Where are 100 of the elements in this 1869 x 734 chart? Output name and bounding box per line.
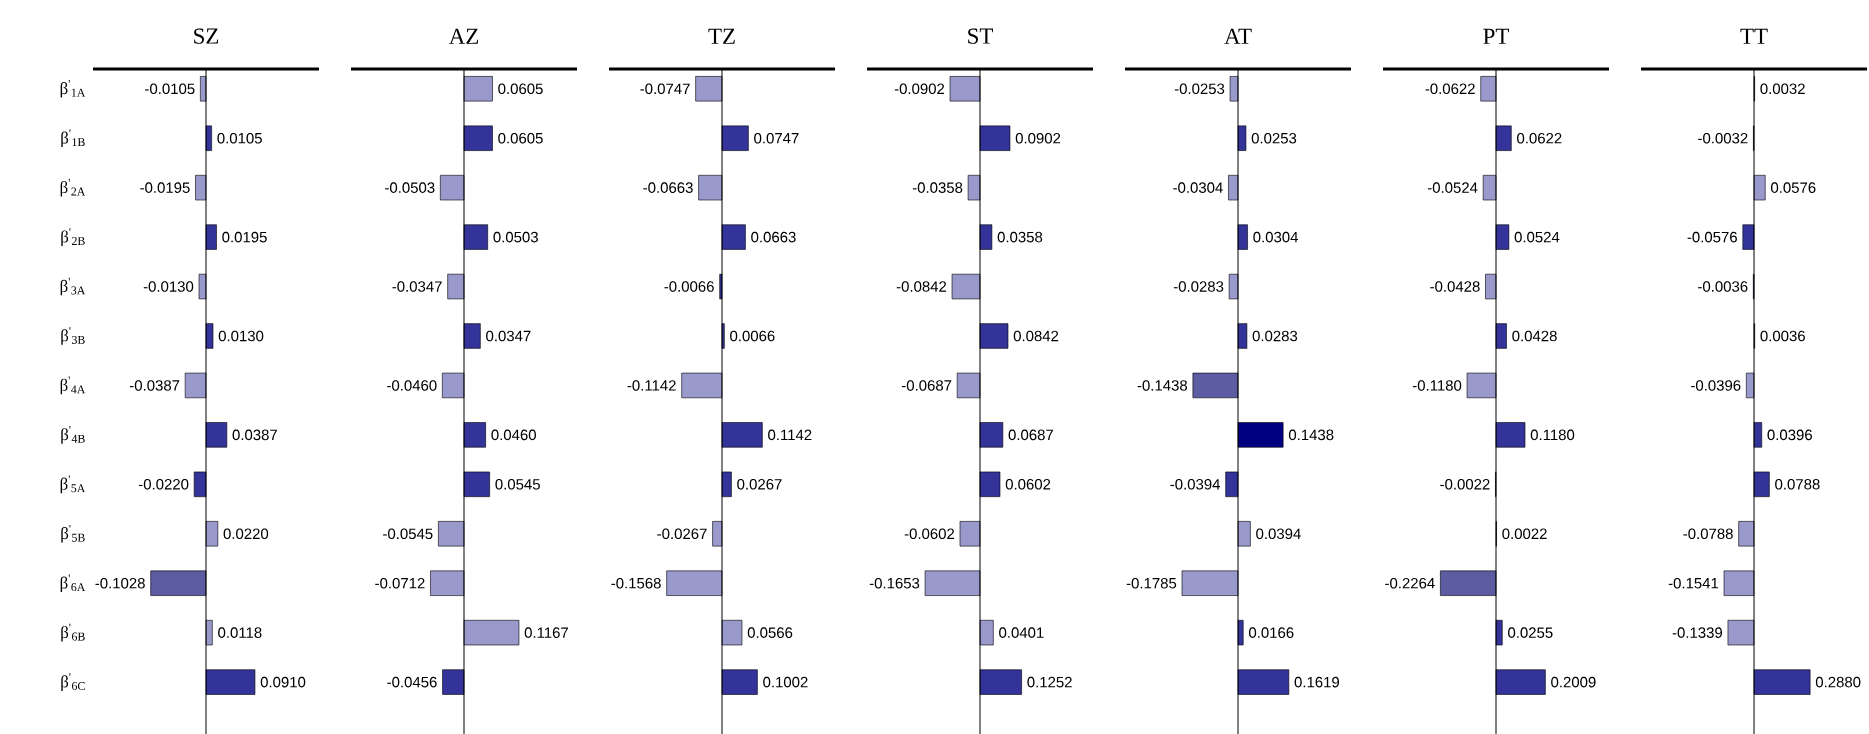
data-label: -0.0036: [1698, 281, 1748, 292]
data-label: -0.1142: [627, 380, 676, 391]
data-label: 0.0910: [260, 676, 306, 688]
y-tick-label: β$^{'}$6C: [61, 673, 85, 691]
data-label: 0.0105: [217, 132, 262, 144]
data-label: 0.0166: [1249, 627, 1294, 638]
data-label: 0.0401: [999, 627, 1044, 638]
data-label: 0.0347: [486, 330, 531, 342]
data-label: 0.0220: [223, 528, 269, 540]
y-tick-label: β$^{'}$3B: [61, 327, 85, 345]
y-tick-label: β$^{'}$5A: [60, 475, 86, 494]
data-label: 0.1167: [524, 627, 568, 638]
chart-title: AT: [1224, 28, 1252, 44]
data-label: 0.1142: [768, 429, 812, 441]
data-label: 0.0267: [737, 479, 782, 490]
data-label: 0.2009: [1551, 676, 1596, 688]
data-label: 0.0566: [747, 627, 793, 638]
data-label: -0.0842: [896, 281, 947, 292]
data-label: -0.0747: [640, 83, 690, 95]
data-label: -0.1180: [1412, 380, 1462, 391]
y-tick-label: β$^{'}$4A: [60, 376, 86, 395]
data-label: 0.0066: [730, 330, 775, 342]
data-label: 0.0576: [1771, 182, 1816, 193]
data-label: 0.0032: [1760, 83, 1805, 95]
data-label: 0.1252: [1027, 676, 1072, 688]
data-label: -0.0130: [143, 281, 194, 292]
y-tick-label: β$^{'}$5B: [61, 524, 85, 543]
data-label: -0.0622: [1425, 83, 1475, 95]
data-label: 0.1180: [1530, 429, 1575, 441]
data-label: -0.0304: [1173, 182, 1223, 193]
data-label: 0.0503: [493, 231, 538, 243]
data-label: 0.0394: [1256, 528, 1301, 540]
chart-title: ST: [968, 28, 993, 44]
y-tick-label: β$^{'}$2B: [61, 228, 85, 246]
data-label: 0.0022: [1502, 528, 1547, 540]
data-label: -0.0066: [664, 281, 714, 292]
data-label: -0.0545: [383, 528, 433, 540]
chart-title: TT: [1740, 28, 1768, 44]
data-label: -0.0396: [1691, 380, 1741, 391]
data-label: -0.1568: [611, 577, 661, 589]
data-label: -0.0253: [1174, 83, 1225, 95]
data-label: 0.0130: [218, 330, 264, 342]
data-label: 0.0358: [997, 231, 1043, 243]
data-label: 0.1438: [1288, 429, 1334, 441]
data-label: 0.0283: [1252, 330, 1298, 342]
data-label: -0.1541: [1668, 577, 1719, 589]
y-tick-label: β$^{'}$1B: [61, 129, 85, 148]
data-label: -0.0220: [138, 479, 189, 490]
data-label: 0.0605: [498, 83, 543, 95]
data-label: -0.0032: [1698, 132, 1748, 144]
data-label: 0.0253: [1251, 132, 1297, 144]
data-label: -0.0195: [140, 182, 190, 193]
data-label: 0.0545: [495, 479, 540, 490]
data-label: 0.0687: [1008, 429, 1053, 441]
y-tick-label: β$^{'}$6B: [61, 623, 85, 642]
data-label: -0.0347: [392, 281, 442, 292]
data-label: -0.0428: [1430, 281, 1480, 292]
data-label: -0.0283: [1173, 281, 1224, 292]
data-label: -0.0358: [912, 182, 963, 193]
data-label: 0.0195: [222, 231, 267, 243]
y-tick-label: β$^{'}$1A: [60, 79, 86, 98]
data-label: 0.0605: [498, 132, 543, 144]
data-label: 0.2880: [1815, 676, 1861, 688]
data-label: -0.0267: [657, 528, 707, 540]
y-tick-label: β$^{'}$4B: [61, 426, 85, 444]
data-label: -0.0902: [894, 83, 945, 95]
data-label: 0.1002: [763, 676, 808, 688]
data-label: -0.0687: [901, 380, 952, 391]
data-label: 0.0524: [1514, 231, 1560, 243]
data-label: 0.0428: [1512, 330, 1557, 342]
data-label: 0.0622: [1517, 132, 1562, 144]
chart-title: AZ: [448, 28, 479, 44]
data-label: -0.0503: [385, 182, 435, 193]
data-label: 0.1619: [1294, 676, 1340, 688]
data-label: -0.0576: [1687, 231, 1737, 243]
data-label: 0.0788: [1775, 479, 1820, 490]
data-label: 0.0460: [491, 429, 536, 441]
data-label: 0.0396: [1767, 429, 1812, 441]
data-label: -0.0524: [1427, 182, 1478, 193]
data-label: -0.0456: [387, 676, 437, 688]
y-tick-label: β$^{'}$6A: [60, 574, 86, 593]
data-label: 0.0663: [751, 231, 796, 243]
data-label: 0.0602: [1005, 479, 1051, 490]
data-label: -0.0460: [387, 380, 437, 391]
data-label: 0.0747: [754, 132, 799, 144]
data-label: -0.2264: [1385, 577, 1435, 589]
data-label: -0.0394: [1170, 479, 1221, 490]
data-label: -0.0105: [145, 83, 195, 95]
y-tick-label: β$^{'}$2A: [60, 178, 86, 197]
data-label: -0.1785: [1126, 577, 1177, 589]
data-label: 0.0036: [1760, 330, 1805, 342]
data-label: -0.1438: [1137, 380, 1188, 391]
data-label: -0.0022: [1440, 479, 1490, 490]
data-label: 0.0842: [1013, 330, 1059, 342]
data-label: 0.0255: [1508, 627, 1553, 638]
data-label: 0.0304: [1253, 231, 1299, 243]
data-label: 0.0387: [232, 429, 277, 441]
data-label: -0.0788: [1683, 528, 1733, 540]
data-label: 0.0118: [218, 627, 262, 638]
chart-title: SZ: [194, 28, 219, 44]
